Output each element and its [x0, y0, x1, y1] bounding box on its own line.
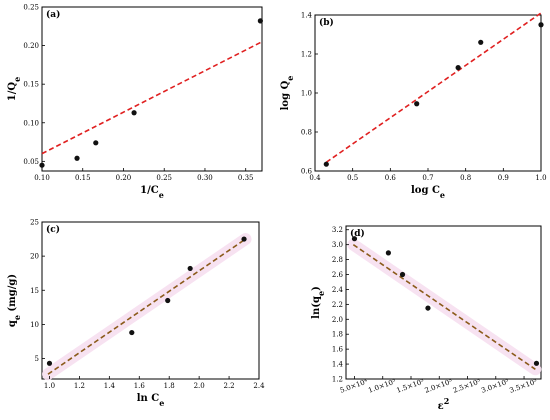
y-axis-label: qe (mg/g)	[7, 274, 22, 327]
y-tick-label: 2.6	[332, 271, 344, 279]
y-tick-label: 0.8	[301, 129, 312, 137]
data-point	[351, 236, 358, 242]
fit-line	[352, 243, 536, 370]
y-tick-label: 2.2	[332, 301, 343, 309]
y-tick-label: 0.20	[23, 42, 39, 50]
y-tick-label: 0.6	[301, 168, 313, 176]
y-axis-label: log Qe	[280, 76, 295, 111]
x-tick-label: 1.2	[74, 382, 85, 390]
x-tick-label: 0.30	[197, 174, 213, 182]
x-tick-label: 0.8	[460, 174, 471, 182]
data-point	[257, 18, 263, 24]
panel-a: 0.10 0.15 0.20 0.25 0.30 0.35 0.05 0.10 0.15 0.20…	[7, 4, 263, 200]
x-tick-label: 2.4	[253, 382, 265, 390]
data-point	[399, 271, 406, 278]
x-tick-label: 2.0	[194, 382, 205, 390]
y-tick-label: 1.6	[332, 346, 344, 354]
x-tick-label: 0.6	[385, 174, 397, 182]
y-tick-label: 1.8	[332, 331, 343, 339]
y-tick-label: 1.4	[332, 361, 344, 369]
y-tick-label: 3.0	[332, 241, 343, 249]
x-tick-label: 1.0	[44, 382, 55, 390]
data-point	[39, 162, 45, 168]
data-point	[241, 236, 247, 242]
plot-area	[41, 6, 263, 172]
data-point	[414, 101, 420, 107]
y-tick-label: 1.4	[301, 12, 313, 20]
x-axis-label: ε2	[438, 396, 450, 412]
x-tick-label: 0.25	[156, 174, 172, 182]
data-point	[131, 110, 137, 116]
fit-line	[41, 41, 263, 155]
x-tick-label: 0.5	[347, 174, 358, 182]
x-axis-label: ln Ce	[137, 393, 165, 408]
data-point	[323, 161, 329, 167]
x-tick-label: 0.15	[75, 174, 91, 182]
y-tick-label: 0.10	[23, 119, 39, 127]
y-tick-label: 10	[30, 321, 39, 329]
data-point	[455, 65, 461, 71]
x-tick-label: 1.8	[164, 382, 175, 390]
data-point	[187, 265, 193, 272]
data-point	[478, 39, 484, 45]
y-tick-label: 3.2	[332, 226, 343, 234]
x-axis-label: 1/Ce	[140, 185, 164, 200]
fit-line	[325, 12, 542, 163]
panel-label: (d)	[350, 228, 365, 239]
x-tick-label: 3.5×10⁵	[508, 377, 538, 394]
data-point	[538, 22, 544, 28]
y-tick-label: 1.2	[301, 51, 312, 59]
y-tick-label: 0.15	[23, 81, 39, 89]
x-tick-label: 1.0	[535, 174, 546, 182]
panel-b: 0.4 0.5 0.6 0.7 0.8 0.9 1.0 0.6 0.8 1.0 1.2 1.4 (b) l…	[280, 12, 547, 201]
panel-c: 1.0 1.2 1.4 1.6 1.8 2.0 2.2 2.4 5 10 15 20 25 (c) ln C…	[7, 219, 265, 409]
y-tick-label: 2.0	[332, 316, 343, 324]
data-point	[74, 155, 80, 161]
x-tick-label: 0.7	[422, 174, 433, 182]
x-tick-label: 0.35	[238, 174, 254, 182]
data-point	[129, 329, 135, 336]
panel-label: (c)	[46, 224, 60, 235]
data-point	[425, 305, 431, 311]
y-tick-label: 5	[35, 355, 39, 363]
data-point	[46, 360, 53, 366]
y-tick-label: 0.25	[23, 4, 39, 12]
data-point	[385, 250, 391, 256]
x-tick-label: 1.0×10⁵	[367, 377, 397, 394]
panel-label: (a)	[46, 9, 60, 20]
y-tick-label: 25	[30, 219, 39, 227]
y-tick-label: 15	[30, 287, 39, 295]
confidence-band	[41, 233, 252, 381]
y-tick-label: 2.8	[332, 256, 343, 264]
x-tick-label: 1.6	[134, 382, 146, 390]
data-point	[93, 140, 99, 146]
y-axis-label: ln(qe)	[311, 286, 326, 319]
x-tick-label: 0.20	[116, 174, 132, 182]
data-point	[533, 360, 540, 366]
panel-d: 5.0×10⁴1.0×10⁵1.5×10⁵2.0×10⁵2.5×10⁵3.0×1…	[311, 225, 542, 412]
plot-area	[314, 14, 542, 172]
data-point	[165, 297, 171, 304]
x-tick-label: 0.4	[309, 174, 321, 182]
y-tick-label: 2.4	[332, 286, 344, 294]
y-tick-label: 0.05	[23, 158, 39, 166]
y-tick-label: 20	[30, 253, 39, 261]
y-tick-label: 1.0	[301, 90, 312, 98]
y-tick-label: 1.2	[332, 376, 343, 384]
x-tick-label: 0.9	[498, 174, 509, 182]
panel-label: (b)	[319, 17, 334, 28]
x-tick-label: 2.0×10⁵	[424, 377, 454, 394]
x-tick-label: 3.0×10⁵	[480, 377, 510, 394]
x-tick-label: 5.0×10⁴	[339, 377, 369, 394]
x-tick-label: 2.2	[223, 382, 234, 390]
x-tick-label: 1.4	[104, 382, 116, 390]
y-axis-label: 1/Qe	[7, 77, 22, 101]
x-tick-label: 2.5×10⁵	[452, 377, 482, 394]
x-tick-label: 1.5×10⁵	[395, 377, 425, 394]
x-tick-label: 0.10	[34, 174, 50, 182]
x-axis-label: log Ce	[411, 185, 445, 200]
